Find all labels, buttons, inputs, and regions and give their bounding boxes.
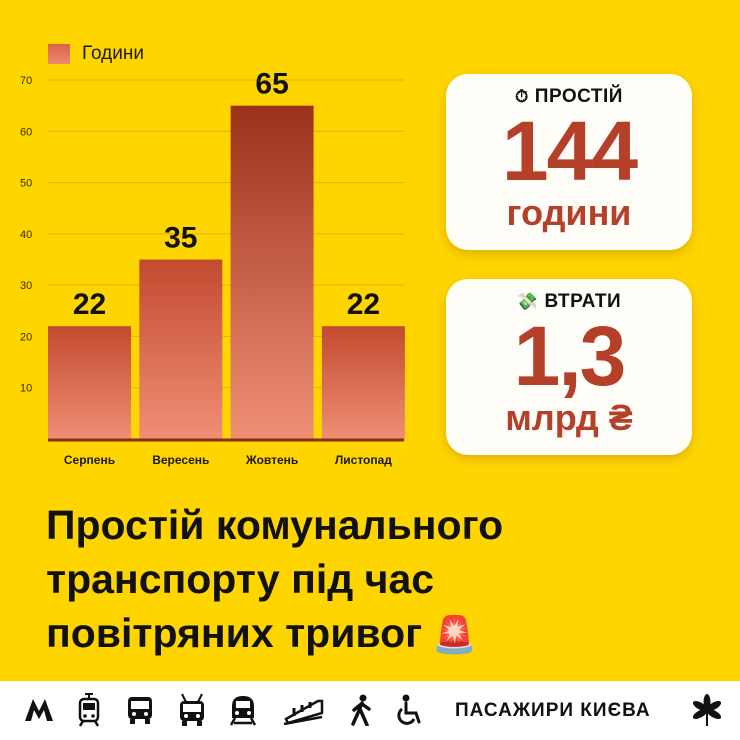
wheelchair-icon (396, 693, 424, 727)
headline-line-2: транспорту під час (46, 556, 435, 602)
bar-value-label: 65 (255, 68, 288, 101)
legend-swatch (48, 44, 70, 64)
funicular-icon (282, 693, 324, 727)
downtime-card: ⏱ ПРОСТІЙ 144 години (446, 74, 692, 250)
bar-4 (321, 326, 405, 439)
y-tick-label: 10 (20, 383, 32, 395)
chart-legend: Години (48, 43, 144, 65)
headline: Простій комунального транспорту під час … (46, 498, 686, 662)
pedestrian-icon (348, 693, 374, 727)
headline-line-1: Простій комунального (46, 502, 504, 548)
siren-icon: 🚨 (432, 614, 478, 655)
x-category-label: Жовтень (245, 453, 298, 467)
losses-value: 1,3 (513, 309, 627, 403)
downtime-value: 144 (501, 104, 638, 198)
losses-card-title: ВТРАТИ (544, 291, 622, 312)
brand-name: ПАСАЖИРИ КИЄВА (455, 700, 651, 721)
bus-icon (126, 693, 154, 727)
bar-chart: 10 20 30 40 50 60 70 22 Серпень 35 Вересень 65 Жовт… (20, 68, 405, 467)
x-category-label: Листопад (335, 453, 392, 467)
legend-label: Години (82, 43, 144, 64)
losses-unit: млрд ₴ (505, 397, 633, 438)
y-tick-label: 50 (20, 178, 32, 190)
y-tick-label: 70 (20, 75, 32, 87)
bar-1 (48, 326, 131, 439)
tram-icon (76, 693, 102, 727)
x-category-label: Вересень (152, 453, 209, 467)
losses-card-header: 💸 ВТРАТИ (446, 291, 692, 313)
money-wings-icon: 💸 (516, 292, 539, 311)
bar-value-label: 35 (164, 222, 197, 255)
y-tick-label: 30 (20, 280, 32, 292)
bar-3 (230, 105, 314, 439)
y-tick-label: 60 (20, 126, 32, 138)
footer-bar: ПАСАЖИРИ КИЄВА (0, 681, 740, 740)
metro-icon (24, 693, 54, 727)
train-icon (228, 693, 258, 727)
headline-line-3: повітряних тривог (46, 610, 423, 656)
bar-2 (139, 259, 223, 439)
trolleybus-icon (178, 693, 206, 727)
chestnut-leaf-icon (690, 693, 724, 727)
downtime-card-header: ⏱ ПРОСТІЙ (446, 86, 692, 108)
stopwatch-icon: ⏱ (515, 87, 529, 106)
bar-value-label: 22 (347, 288, 380, 321)
downtime-card-title: ПРОСТІЙ (534, 86, 623, 107)
bar-value-label: 22 (73, 288, 106, 321)
x-category-label: Серпень (64, 453, 115, 467)
y-tick-label: 20 (20, 331, 32, 343)
downtime-unit: години (506, 192, 632, 233)
losses-card: 💸 ВТРАТИ 1,3 млрд ₴ (446, 279, 692, 455)
y-tick-label: 40 (20, 229, 32, 241)
